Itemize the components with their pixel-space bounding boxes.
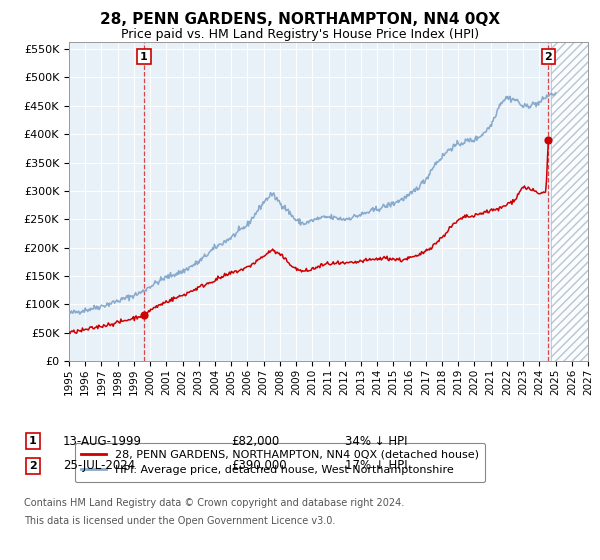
Point: [139, 310, 149, 319]
Text: 17% ↓ HPI: 17% ↓ HPI: [345, 459, 407, 473]
Bar: [551, 42, 588, 361]
Text: 1: 1: [140, 52, 148, 62]
Text: 34% ↓ HPI: 34% ↓ HPI: [345, 435, 407, 448]
Text: 2: 2: [29, 461, 37, 471]
Text: 13-AUG-1999: 13-AUG-1999: [63, 435, 142, 448]
Text: 2: 2: [545, 52, 553, 62]
Point: [544, 136, 553, 144]
Text: 28, PENN GARDENS, NORTHAMPTON, NN4 0QX: 28, PENN GARDENS, NORTHAMPTON, NN4 0QX: [100, 12, 500, 27]
Text: Price paid vs. HM Land Registry's House Price Index (HPI): Price paid vs. HM Land Registry's House …: [121, 28, 479, 41]
Text: 25-JUL-2024: 25-JUL-2024: [63, 459, 135, 473]
Text: This data is licensed under the Open Government Licence v3.0.: This data is licensed under the Open Gov…: [24, 516, 335, 526]
Bar: [551, 42, 588, 361]
Text: 1: 1: [29, 436, 37, 446]
Text: £390,000: £390,000: [231, 459, 287, 473]
Text: £82,000: £82,000: [231, 435, 279, 448]
Text: Contains HM Land Registry data © Crown copyright and database right 2024.: Contains HM Land Registry data © Crown c…: [24, 498, 404, 508]
Legend: 28, PENN GARDENS, NORTHAMPTON, NN4 0QX (detached house), HPI: Average price, det: 28, PENN GARDENS, NORTHAMPTON, NN4 0QX (…: [74, 443, 485, 482]
